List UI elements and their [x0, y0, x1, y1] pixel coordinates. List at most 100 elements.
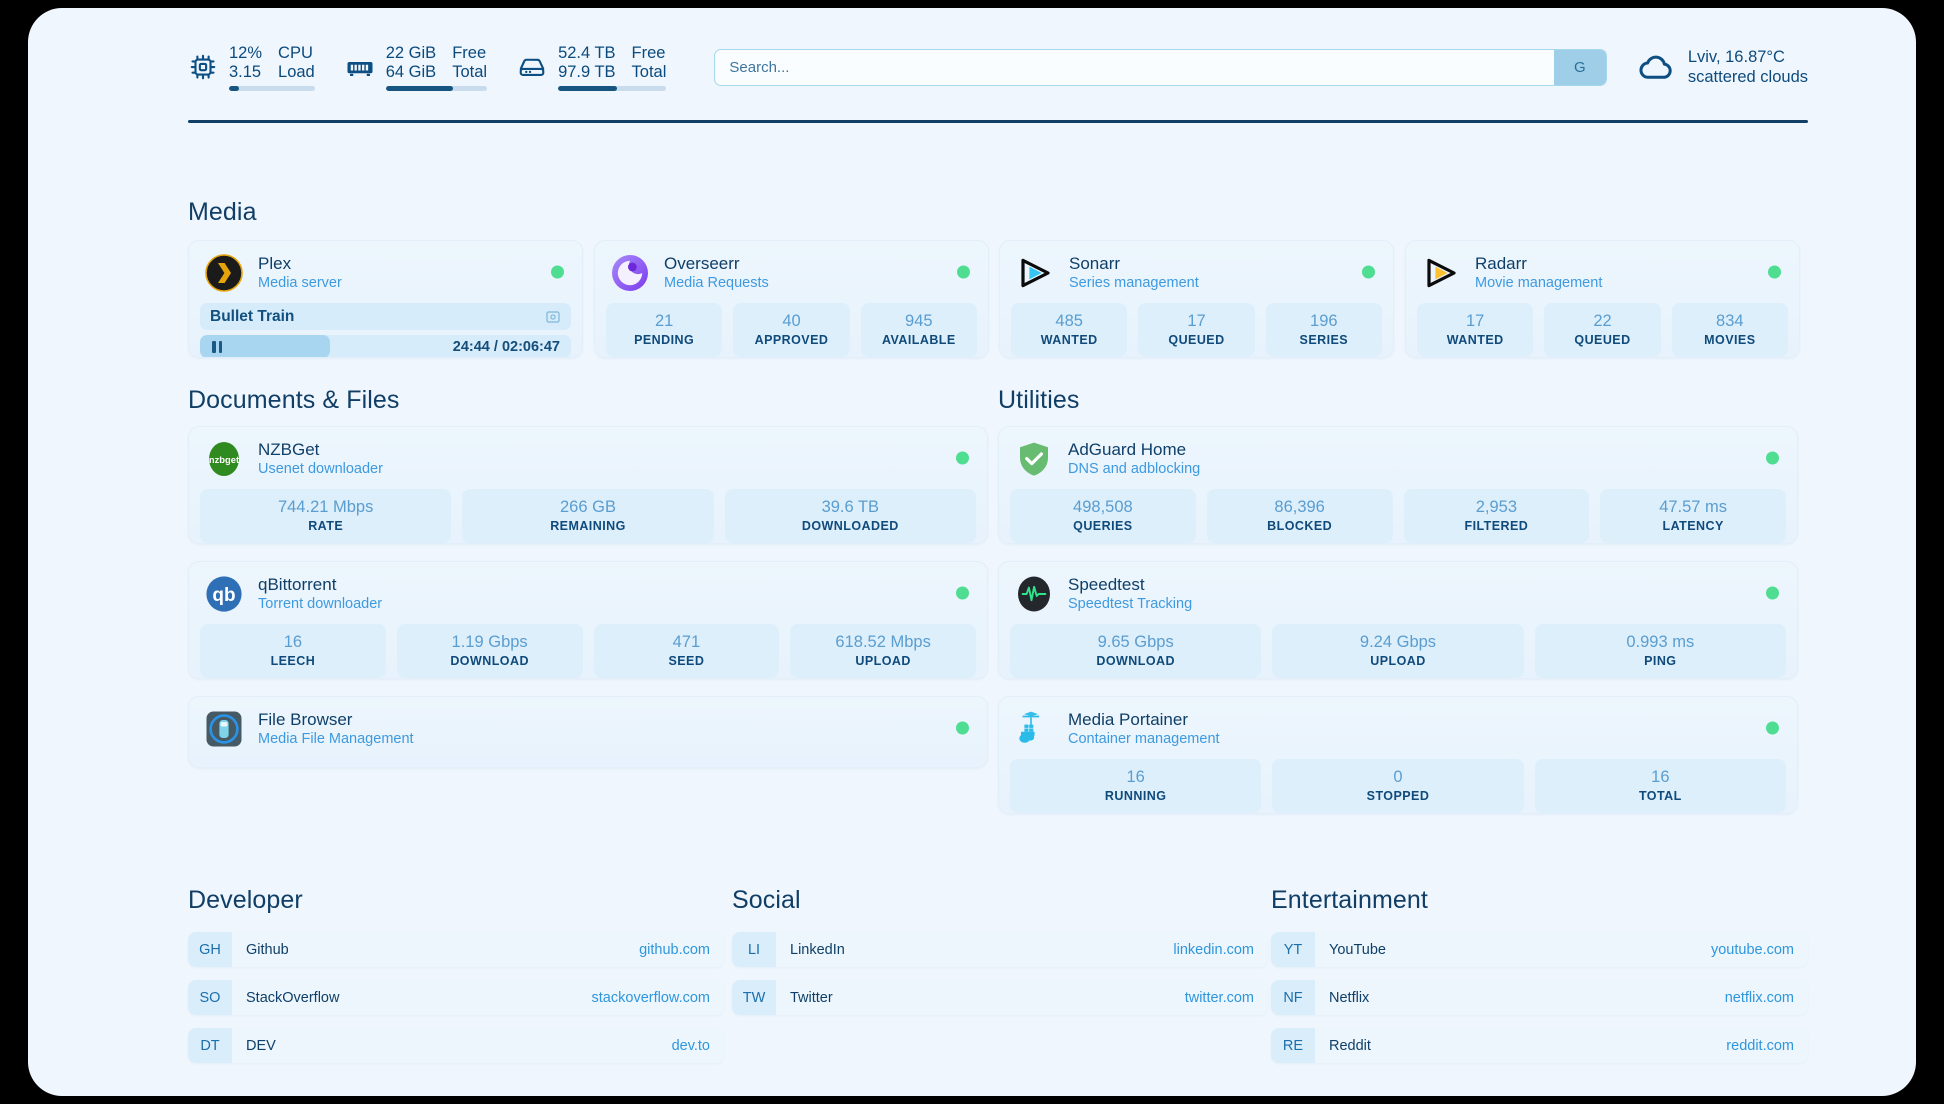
bookmark-name: DEV: [246, 1037, 276, 1054]
service-card-nzbget[interactable]: nzbget NZBGet Usenet downloader 744.21 M…: [188, 426, 988, 544]
stat-tile[interactable]: 0.993 ms PING: [1534, 624, 1786, 678]
stat-tile[interactable]: 17 QUEUED: [1138, 303, 1255, 357]
resource-value-primary: 12%: [229, 43, 263, 62]
bookmark-item[interactable]: NF Netflix netflix.com: [1271, 980, 1808, 1015]
bookmark-item[interactable]: LI LinkedIn linkedin.com: [732, 932, 1268, 967]
card-header[interactable]: AdGuard Home DNS and adblocking: [999, 427, 1797, 489]
resource-usage-bar: [558, 85, 667, 91]
stat-tile[interactable]: 16 RUNNING: [1010, 759, 1262, 813]
section-title-documents-files: Documents & Files: [188, 386, 400, 414]
stat-tile[interactable]: 0 STOPPED: [1272, 759, 1524, 813]
stat-tile[interactable]: 2,953 FILTERED: [1403, 489, 1590, 543]
service-card-adguard-home[interactable]: AdGuard Home DNS and adblocking 498,508 …: [998, 426, 1798, 544]
stat-label: WANTED: [1040, 333, 1098, 347]
bookmark-abbr: LI: [732, 932, 776, 967]
service-card-file-browser[interactable]: File Browser Media File Management: [188, 696, 988, 768]
svg-text:nzbget: nzbget: [209, 454, 239, 465]
service-card-sonarr[interactable]: Sonarr Series management 485 WANTED 17 Q…: [999, 240, 1394, 358]
service-card-qbittorrent[interactable]: qb qBittorrent Torrent downloader 16 LEE…: [188, 561, 988, 679]
weather-widget[interactable]: Lviv, 16.87°C scattered clouds: [1637, 47, 1808, 87]
status-indicator-online: [1766, 586, 1779, 600]
card-header[interactable]: qb qBittorrent Torrent downloader: [189, 562, 987, 624]
status-indicator-online: [956, 721, 969, 735]
bookmark-name: Netflix: [1329, 989, 1370, 1006]
stat-tile[interactable]: 86,396 BLOCKED: [1206, 489, 1393, 543]
resource-value-primary: 22 GiB: [385, 43, 437, 62]
pause-icon[interactable]: [212, 340, 222, 353]
svg-text:qb: qb: [212, 585, 235, 606]
card-header[interactable]: Overseerr Media Requests: [595, 241, 988, 303]
stat-tile[interactable]: 471 SEED: [593, 624, 780, 678]
stat-tile[interactable]: 16 LEECH: [200, 624, 386, 678]
resource-value-primary: 52.4 TB: [558, 43, 616, 62]
stat-tile[interactable]: 834 MOVIES: [1671, 303, 1788, 357]
stat-label: QUEUED: [1168, 333, 1225, 347]
service-card-plex[interactable]: Plex Media server Bullet Train 24:44 / 0…: [188, 240, 583, 358]
stat-tile[interactable]: 39.6 TB DOWNLOADED: [724, 489, 976, 543]
stat-tile[interactable]: 945 AVAILABLE: [860, 303, 977, 357]
stat-tile[interactable]: 744.21 Mbps RATE: [200, 489, 452, 543]
card-header[interactable]: Plex Media server: [189, 241, 582, 303]
stat-value: 86,396: [1274, 498, 1325, 516]
search-input[interactable]: [715, 49, 1554, 85]
stat-label: AVAILABLE: [881, 333, 956, 347]
stat-tile[interactable]: 1.19 Gbps DOWNLOAD: [396, 624, 583, 678]
bookmark-item[interactable]: TW Twitter twitter.com: [732, 980, 1268, 1015]
adguard-logo: [1015, 440, 1053, 478]
qbittorrent-logo: qb: [205, 575, 243, 613]
stat-tile[interactable]: 196 SERIES: [1265, 303, 1382, 357]
cast-icon[interactable]: [545, 309, 561, 325]
card-header[interactable]: File Browser Media File Management: [189, 697, 987, 759]
service-card-radarr[interactable]: Radarr Movie management 17 WANTED 22 QUE…: [1405, 240, 1800, 358]
search-provider-button[interactable]: G: [1553, 49, 1606, 85]
stat-label: TOTAL: [1638, 789, 1682, 803]
bookmark-item[interactable]: RE Reddit reddit.com: [1271, 1028, 1808, 1063]
stat-value: 744.21 Mbps: [277, 498, 374, 516]
stat-row: 744.21 Mbps RATE 266 GB REMAINING 39.6 T…: [189, 489, 987, 543]
now-playing: Bullet Train 24:44 / 02:06:47: [189, 303, 582, 357]
stat-tile[interactable]: 22 QUEUED: [1544, 303, 1661, 357]
stat-label: DOWNLOAD: [1096, 654, 1175, 668]
stat-value: 498,508: [1073, 498, 1133, 516]
stat-tile[interactable]: 498,508 QUERIES: [1010, 489, 1196, 543]
card-header[interactable]: Radarr Movie management: [1406, 241, 1799, 303]
card-header[interactable]: nzbget NZBGet Usenet downloader: [189, 427, 987, 489]
bookmark-item[interactable]: YT YouTube youtube.com: [1271, 932, 1808, 967]
card-header[interactable]: Sonarr Series management: [1000, 241, 1393, 303]
stat-label: DOWNLOADED: [801, 519, 899, 533]
stat-tile[interactable]: 485 WANTED: [1011, 303, 1128, 357]
search-bar[interactable]: G: [714, 48, 1607, 86]
bookmark-item[interactable]: GH Github github.com: [188, 932, 724, 967]
stat-tile[interactable]: 16 TOTAL: [1534, 759, 1786, 813]
stat-value: 9.65 Gbps: [1097, 633, 1174, 651]
stat-value: 196: [1310, 312, 1338, 330]
service-card-speedtest[interactable]: Speedtest Speedtest Tracking 9.65 Gbps D…: [998, 561, 1798, 679]
card-header[interactable]: Speedtest Speedtest Tracking: [999, 562, 1797, 624]
service-card-overseerr[interactable]: Overseerr Media Requests 21 PENDING 40 A…: [594, 240, 989, 358]
card-header[interactable]: Media Portainer Container management: [999, 697, 1797, 759]
stat-tile[interactable]: 47.57 ms LATENCY: [1600, 489, 1786, 543]
status-indicator-online: [957, 265, 970, 279]
stat-tile[interactable]: 9.24 Gbps UPLOAD: [1272, 624, 1524, 678]
cloud-icon: [1637, 48, 1675, 86]
bookmark-url: stackoverflow.com: [591, 989, 710, 1006]
stat-tile[interactable]: 21 PENDING: [606, 303, 723, 357]
service-description: Usenet downloader: [258, 461, 383, 477]
stat-value: 16: [1651, 768, 1670, 786]
stat-tile[interactable]: 9.65 Gbps DOWNLOAD: [1010, 624, 1262, 678]
bookmark-abbr: RE: [1271, 1028, 1315, 1063]
stat-tile[interactable]: 40 APPROVED: [733, 303, 850, 357]
now-playing-progress[interactable]: 24:44 / 02:06:47: [200, 335, 571, 357]
filebrowser-logo: [205, 710, 243, 748]
bookmark-item[interactable]: DT DEV dev.to: [188, 1028, 724, 1063]
bookmark-item[interactable]: SO StackOverflow stackoverflow.com: [188, 980, 724, 1015]
stat-tile[interactable]: 618.52 Mbps UPLOAD: [790, 624, 976, 678]
stat-label: PING: [1644, 654, 1677, 668]
stat-row: 17 WANTED 22 QUEUED 834 MOVIES: [1406, 303, 1799, 357]
stat-tile[interactable]: 17 WANTED: [1417, 303, 1534, 357]
now-playing-title-row[interactable]: Bullet Train: [200, 303, 571, 330]
bookmark-name: YouTube: [1329, 941, 1386, 958]
service-card-media-portainer[interactable]: Media Portainer Container management 16 …: [998, 696, 1798, 814]
service-name: Media Portainer: [1068, 710, 1189, 729]
stat-tile[interactable]: 266 GB REMAINING: [462, 489, 714, 543]
